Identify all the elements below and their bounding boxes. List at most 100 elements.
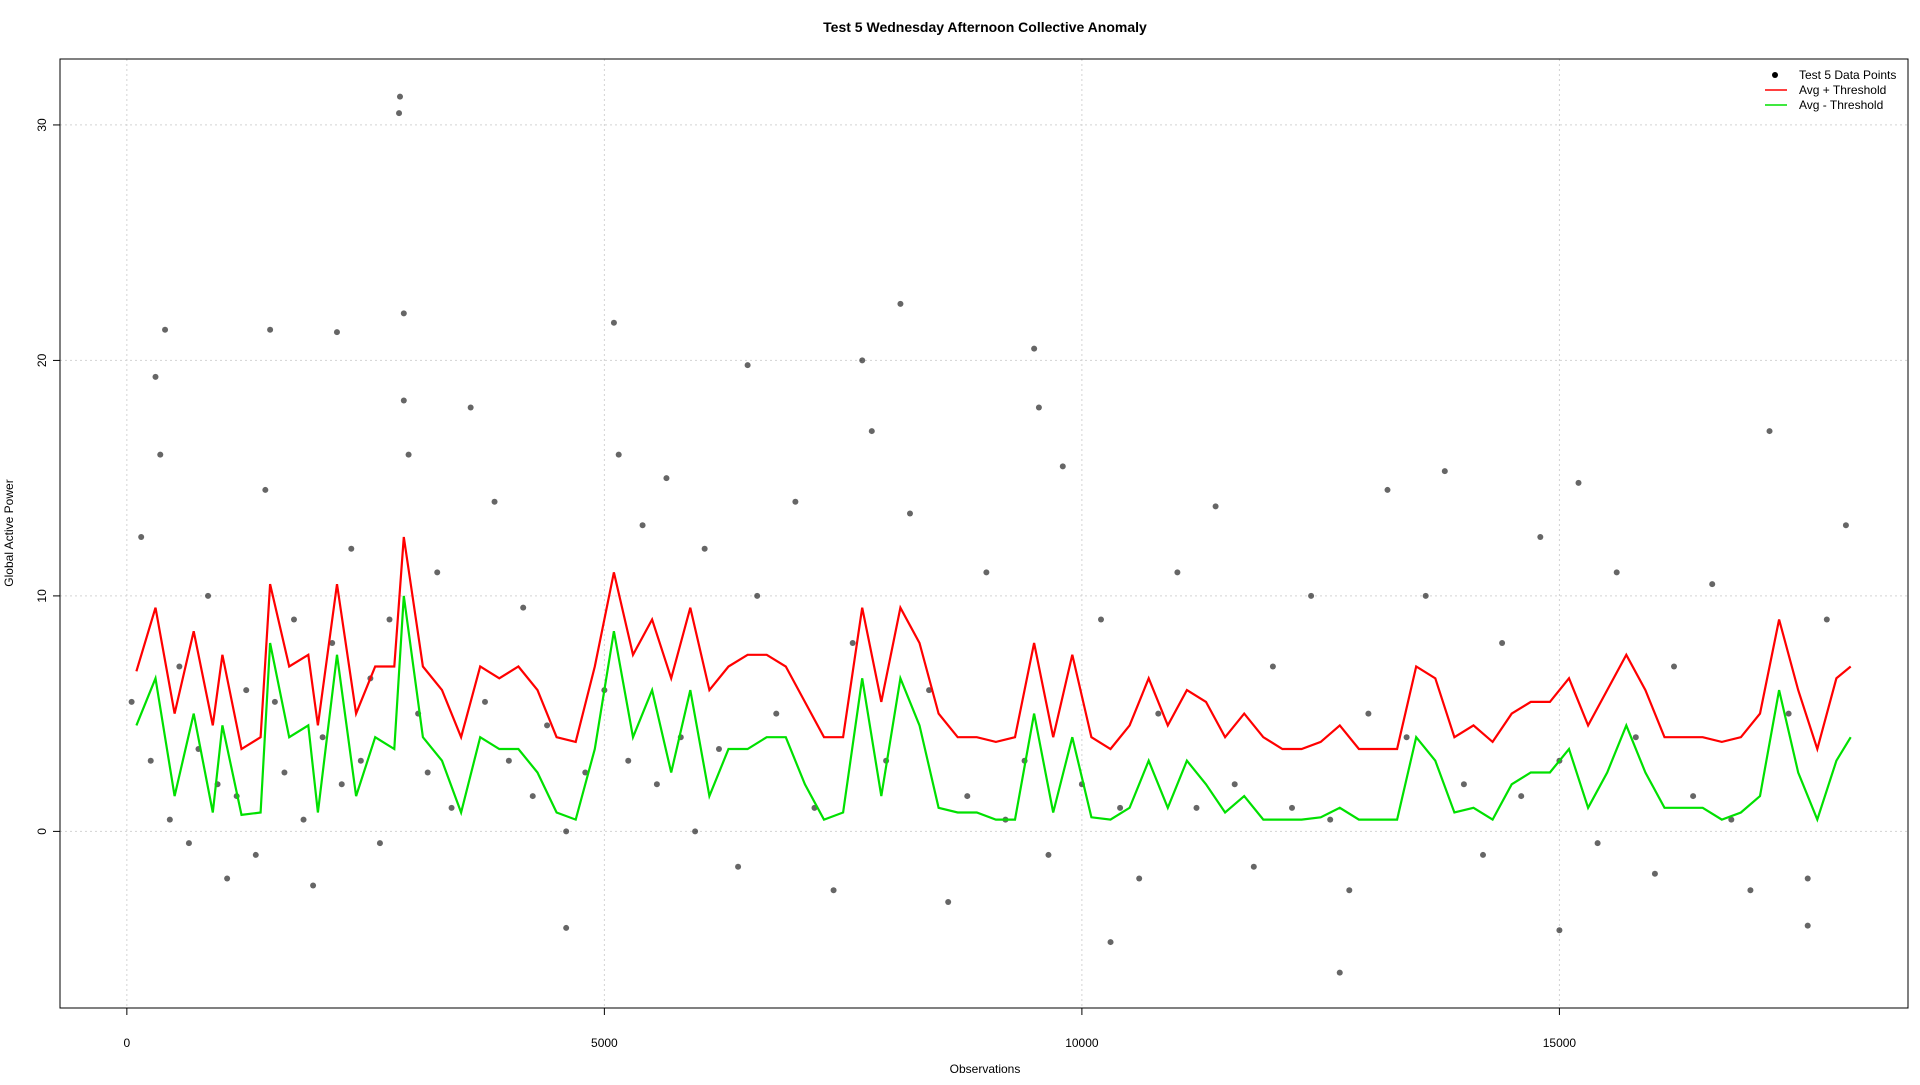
- data-point: [1045, 851, 1052, 858]
- data-point: [224, 875, 231, 882]
- chart-title: Test 5 Wednesday Afternoon Collective An…: [823, 19, 1147, 35]
- y-axis-label: Global Active Power: [2, 479, 16, 586]
- data-point: [945, 899, 952, 906]
- data-point: [1231, 781, 1238, 788]
- data-point: [1499, 640, 1506, 646]
- data-point: [1728, 816, 1735, 823]
- data-point: [162, 326, 169, 333]
- data-point: [205, 592, 212, 599]
- data-point: [1269, 663, 1276, 670]
- data-point: [563, 828, 570, 835]
- legend-symbol: [1772, 72, 1778, 78]
- data-point: [243, 687, 250, 694]
- data-point: [1097, 616, 1104, 623]
- data-point: [400, 397, 407, 404]
- data-point: [1327, 816, 1334, 823]
- data-point: [252, 851, 259, 858]
- data-point: [983, 569, 990, 576]
- data-point: [520, 604, 527, 611]
- data-point: [744, 362, 751, 369]
- data-point: [176, 663, 183, 670]
- data-point: [348, 545, 355, 552]
- data-point: [310, 882, 317, 889]
- data-point: [1575, 479, 1582, 486]
- data-point: [1518, 793, 1525, 800]
- data-point: [491, 498, 498, 505]
- data-point: [329, 640, 336, 646]
- data-point: [128, 698, 135, 705]
- data-point: [400, 310, 407, 317]
- data-point: [1212, 503, 1219, 510]
- data-point: [754, 592, 761, 599]
- data-point: [906, 510, 913, 517]
- data-point: [615, 451, 622, 458]
- data-point: [792, 498, 799, 505]
- data-point: [715, 745, 722, 752]
- data-point: [701, 545, 708, 552]
- data-point: [868, 428, 875, 435]
- data-point: [1709, 581, 1716, 588]
- data-point: [1308, 592, 1315, 599]
- data-point: [157, 451, 164, 458]
- data-point: [1537, 534, 1544, 541]
- data-point: [1107, 939, 1114, 946]
- data-point: [1422, 592, 1429, 599]
- data-point: [424, 769, 431, 776]
- legend-label: Test 5 Data Points: [1799, 68, 1896, 82]
- data-point: [1480, 851, 1487, 858]
- data-point: [1136, 875, 1143, 882]
- data-point: [653, 781, 660, 788]
- x-tick-label: 15000: [1543, 1036, 1577, 1050]
- data-point: [1289, 804, 1295, 811]
- data-point: [319, 734, 326, 741]
- y-tick-label: 10: [35, 589, 49, 603]
- data-point: [1193, 804, 1200, 811]
- series-line: [135, 595, 1852, 823]
- x-tick-label: 10000: [1065, 1036, 1099, 1050]
- data-point: [1671, 663, 1678, 670]
- data-point: [448, 804, 455, 811]
- data-point: [1384, 486, 1391, 493]
- data-point: [1155, 710, 1162, 717]
- data-point: [926, 687, 933, 694]
- data-point: [434, 569, 441, 576]
- data-point: [262, 486, 269, 493]
- data-point: [1842, 522, 1849, 529]
- data-point: [396, 110, 403, 117]
- data-point: [271, 698, 278, 705]
- y-tick-label: 0: [35, 828, 49, 835]
- legend-label: Avg + Threshold: [1799, 83, 1886, 97]
- data-point: [1059, 463, 1066, 470]
- data-point: [1556, 927, 1563, 934]
- data-point: [166, 816, 173, 823]
- data-point: [138, 534, 145, 541]
- data-point: [338, 781, 345, 788]
- data-point: [1441, 468, 1448, 475]
- data-point: [267, 326, 274, 333]
- data-point: [830, 887, 837, 894]
- data-point: [1346, 887, 1353, 894]
- data-point: [1174, 569, 1181, 576]
- data-point: [1365, 710, 1372, 717]
- data-point: [1117, 804, 1124, 811]
- y-tick-label: 30: [35, 118, 49, 132]
- y-tick-label: 20: [35, 353, 49, 367]
- data-point: [859, 357, 866, 364]
- data-point: [1632, 734, 1639, 741]
- legend-label: Avg - Threshold: [1799, 98, 1883, 112]
- data-point: [1035, 404, 1042, 411]
- x-tick-label: 0: [124, 1036, 131, 1050]
- data-point: [849, 640, 856, 646]
- data-point: [529, 793, 536, 800]
- data-point: [773, 710, 780, 717]
- data-point: [1031, 345, 1038, 352]
- data-point: [735, 863, 742, 870]
- data-point: [405, 451, 412, 458]
- data-point: [964, 793, 971, 800]
- data-point: [1823, 616, 1830, 623]
- data-point: [563, 924, 570, 931]
- data-point: [152, 373, 159, 380]
- x-tick-label: 5000: [591, 1036, 618, 1050]
- data-point: [692, 828, 699, 835]
- data-point: [467, 404, 474, 411]
